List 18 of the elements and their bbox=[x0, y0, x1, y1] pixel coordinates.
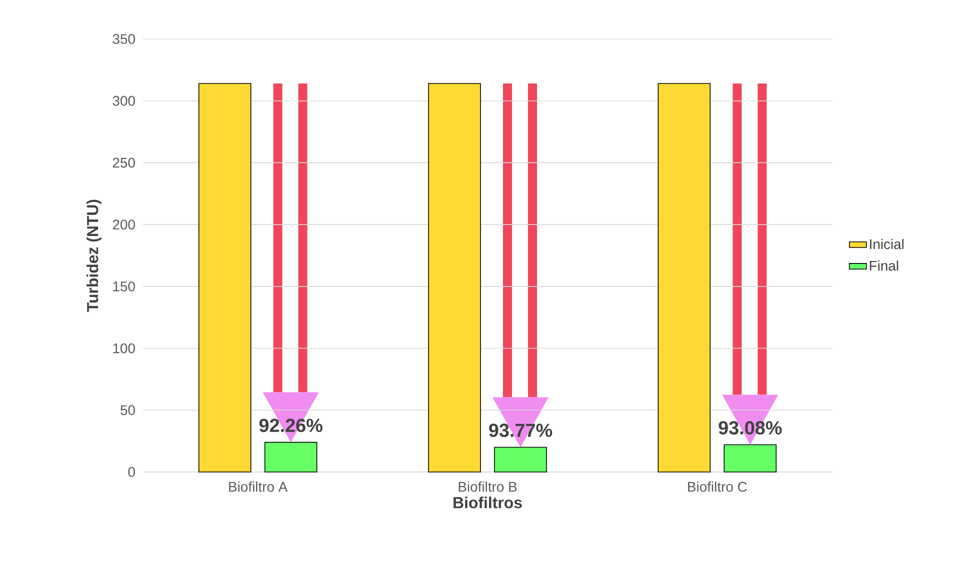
y-axis-title: Turbidez (NTU) bbox=[86, 200, 102, 312]
y-tick-label: 0 bbox=[128, 467, 135, 477]
legend-label: Final bbox=[870, 260, 898, 271]
bar bbox=[658, 83, 711, 472]
x-axis-title: Biofiltros bbox=[454, 496, 522, 508]
legend-label: Inicial bbox=[870, 238, 904, 250]
bar bbox=[428, 83, 481, 472]
x-tick-label: Biofiltro B bbox=[458, 482, 517, 492]
y-tick-label: 50 bbox=[120, 405, 135, 416]
x-tick-label: Biofiltro C bbox=[688, 482, 747, 492]
bar bbox=[198, 83, 252, 472]
y-tick-label: 100 bbox=[113, 343, 135, 354]
y-tick-label: 250 bbox=[112, 158, 135, 168]
y-tick-label: 350 bbox=[112, 34, 135, 44]
y-tick-label: 200 bbox=[112, 220, 135, 230]
x-tick-label: Biofiltro A bbox=[229, 482, 288, 492]
y-tick-label: 300 bbox=[112, 96, 135, 106]
y-tick-label: 150 bbox=[113, 281, 135, 292]
